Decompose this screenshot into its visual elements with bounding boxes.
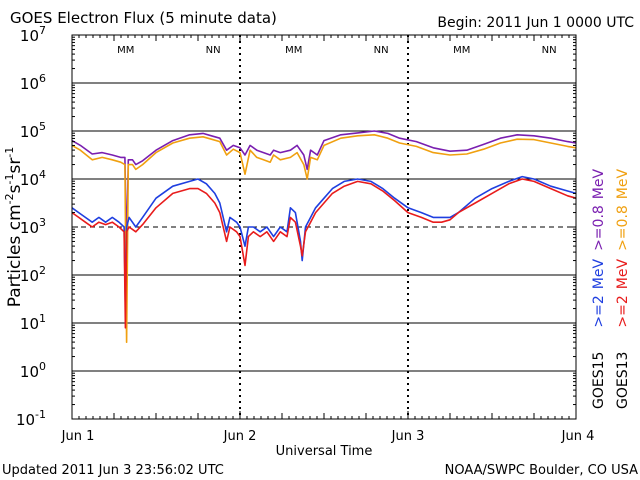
legend-ge08: >=0.8 <box>615 205 631 251</box>
y-tick-label: 105 <box>20 120 46 141</box>
legend-ge2-unit: MeV <box>591 259 607 290</box>
x-axis-label: Universal Time <box>276 444 373 459</box>
legend-ge2: >=2 <box>591 295 607 327</box>
mn-markers: MM NN MM NN MM NN <box>117 45 556 56</box>
y-tick-label: 102 <box>20 264 46 285</box>
midnight-marker: MM <box>285 45 302 56</box>
noon-marker: NN <box>374 45 389 56</box>
series-lines <box>71 130 577 343</box>
legend-goes13: GOES13 >=2 MeV >=0.8 MeV <box>615 168 631 409</box>
y-tick-label: 107 <box>20 24 46 45</box>
y-label-part: -1 <box>3 174 16 185</box>
noon-marker: NN <box>542 45 557 56</box>
legend-satellite: GOES15 <box>591 352 607 409</box>
x-axis-ticks: Jun 1 Jun 2 Jun 3 Jun 4 <box>61 35 595 444</box>
legend-ge08-unit: MeV <box>591 168 607 199</box>
y-tick-label: 100 <box>20 360 46 381</box>
svg-text:GOES13>=2MeV>=0.8MeV: GOES13 >=2 MeV >=0.8 MeV <box>615 168 631 409</box>
legend-satellite: GOES13 <box>615 352 631 409</box>
noon-marker: NN <box>206 45 221 56</box>
y-tick-label: 10-1 <box>16 408 46 429</box>
series-line <box>71 175 577 310</box>
grid-lines <box>72 35 576 419</box>
x-tick-label: Jun 1 <box>61 429 95 444</box>
y-label-part: -1 <box>3 147 16 158</box>
svg-text:Particles cm-2s-1sr-1: Particles cm-2s-1sr-1 <box>3 147 25 308</box>
x-tick-label: Jun 4 <box>561 429 595 444</box>
legend-goes15: GOES15 >=2 MeV >=0.8 MeV <box>591 168 607 409</box>
legend-ge08: >=0.8 <box>591 205 607 251</box>
y-tick-label: 101 <box>20 312 46 333</box>
series-line <box>71 134 577 343</box>
y-tick-label: 106 <box>20 72 46 93</box>
y-tick-label: 104 <box>20 168 46 189</box>
midnight-marker: MM <box>453 45 470 56</box>
legend-ge08-unit: MeV <box>615 168 631 199</box>
x-tick-label: Jun 2 <box>223 429 257 444</box>
y-axis-label: Particles cm-2s-1sr-1 <box>3 147 25 308</box>
updated-timestamp: Updated 2011 Jun 3 23:56:02 UTC <box>2 463 224 478</box>
y-label-part: -2 <box>3 193 16 204</box>
x-tick-label: Jun 3 <box>391 429 425 444</box>
credit-label: NOAA/SWPC Boulder, CO USA <box>445 463 638 478</box>
y-label-part: s <box>5 184 25 193</box>
y-label-part: sr <box>5 158 25 174</box>
begin-label: Begin: 2011 Jun 1 0000 UTC <box>437 15 634 31</box>
y-label-part: Particles cm <box>5 204 25 307</box>
y-axis-ticks: 107 106 105 104 103 102 101 100 10-1 <box>16 24 576 429</box>
legend-ge2: >=2 <box>615 295 631 327</box>
legend-ge2-unit: MeV <box>615 259 631 290</box>
svg-text:GOES15>=2MeV>=0.8MeV: GOES15 >=2 MeV >=0.8 MeV <box>591 168 607 409</box>
y-tick-label: 103 <box>20 216 46 237</box>
midnight-marker: MM <box>117 45 134 56</box>
series-line <box>71 178 577 329</box>
series-line <box>71 130 577 252</box>
chart-title: GOES Electron Flux (5 minute data) <box>10 9 277 27</box>
